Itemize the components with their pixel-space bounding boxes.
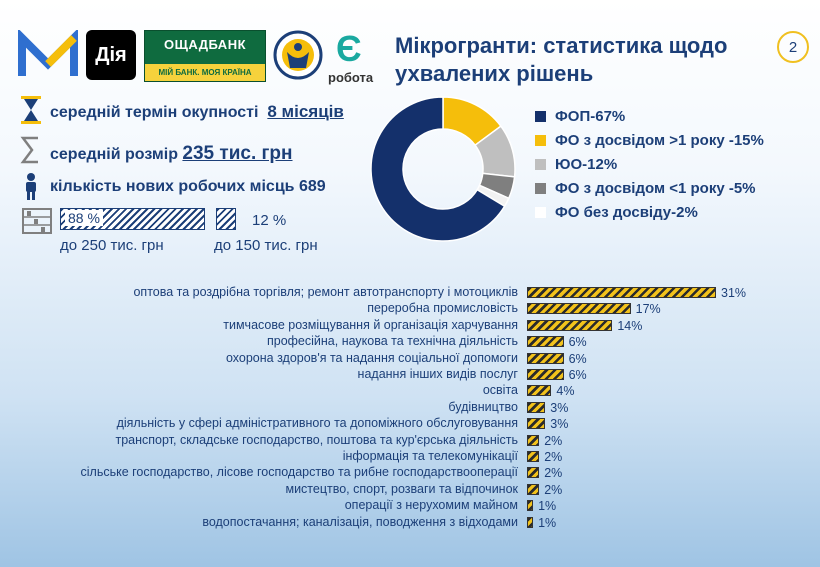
bar-category-label: професійна, наукова та технічна діяльніс… — [266, 334, 518, 349]
bar — [527, 352, 564, 364]
legend-item: ФОП-67% — [535, 108, 625, 125]
page-title: Мікрогранти: статистика щодо ухвалених р… — [395, 32, 765, 88]
bar-value-label: 2% — [544, 482, 563, 497]
bar — [527, 319, 613, 331]
legend-label: ФОП-67% — [555, 108, 626, 125]
legend-swatch — [535, 135, 546, 146]
bar-category-label: водопостачання; каналізація, поводження … — [202, 514, 518, 529]
bar — [527, 418, 546, 430]
bar — [527, 483, 540, 495]
oschadbank-name: ОЩАДБАНК — [163, 37, 247, 52]
bar-value-label: 3% — [550, 400, 569, 415]
legend-swatch — [535, 207, 546, 218]
bar-value-label: 14% — [617, 318, 643, 333]
legend-swatch — [535, 111, 546, 122]
share-small-caption: до 150 тис. грн — [214, 237, 318, 254]
bar — [527, 336, 564, 348]
share-large-caption: до 250 тис. грн — [60, 237, 164, 254]
bar — [527, 303, 631, 315]
bar-category-label: діяльність у сфері адміністративного та … — [116, 416, 518, 431]
bar-value-label: 6% — [568, 335, 587, 350]
bar-category-label: тимчасове розміщування й організація хар… — [223, 317, 518, 332]
abacus-icon — [22, 208, 52, 234]
employment-service-seal-icon — [273, 30, 323, 80]
bar-category-label: сільське господарство, лісове господарст… — [80, 465, 518, 480]
bar-category-label: охорона здоров'я та надання соціальної д… — [225, 350, 518, 365]
legend-item: ЮО-12% — [535, 156, 617, 173]
oschadbank-logo: ОЩАДБАНК МІЙ БАНК. МОЯ КРАЇНА — [144, 30, 266, 82]
bar-category-label: будівництво — [448, 399, 518, 414]
legend-label: ФО з досвідом >1 року -15% — [555, 132, 764, 149]
bar-value-label: 6% — [568, 368, 587, 382]
m-logo-icon — [18, 30, 78, 76]
bar-value-label: 1% — [538, 515, 557, 530]
title-line-2: ухвалених рішень — [395, 61, 594, 86]
bar-category-label: надання інших видів послуг — [357, 367, 518, 381]
bar-category-label: мистецтво, спорт, розваги та відпочинок — [285, 481, 518, 496]
sigma-icon — [20, 136, 38, 164]
average-size-value: 235 тис. грн — [182, 143, 293, 164]
hourglass-icon — [21, 96, 41, 124]
new-jobs-stat: кількість нових робочих місць 689 — [50, 178, 326, 195]
bar — [527, 451, 540, 462]
legend-item: ФО без досвіду-2% — [535, 204, 698, 221]
legend-swatch — [535, 183, 546, 194]
legend-label: ЮО-12% — [555, 156, 618, 173]
payback-label: середній термін окупності — [50, 104, 259, 121]
bar-value-label: 4% — [556, 384, 575, 399]
bar — [527, 401, 546, 413]
bar-category-label: освіта — [482, 383, 518, 398]
bar — [527, 385, 552, 397]
bar-value-label: 2% — [544, 450, 563, 464]
bar — [527, 369, 564, 380]
legend-item: ФО з досвідом <1 року -5% — [535, 180, 756, 197]
legend-item: ФО з досвідом >1 року -15% — [535, 132, 764, 149]
robota-logo-word: робота — [328, 70, 374, 85]
bar-category-label: переробна промисловість — [367, 301, 518, 316]
bar-value-label: 3% — [550, 417, 569, 432]
bar — [527, 516, 534, 528]
bar-value-label: 2% — [544, 466, 563, 481]
oschadbank-slogan: МІЙ БАНК. МОЯ КРАЇНА — [145, 64, 265, 81]
share-small-bar — [216, 208, 236, 230]
share-small-pct: 12 % — [252, 212, 287, 229]
average-size-stat: середній розмір 235 тис. грн — [50, 143, 293, 165]
payback-stat: середній термін окупності 8 місяців — [50, 102, 344, 122]
bar-value-label: 1% — [538, 499, 557, 514]
legal-form-donut-chart — [370, 96, 516, 242]
legend-swatch — [535, 159, 546, 170]
person-icon — [26, 173, 36, 200]
bar-value-label: 31% — [721, 286, 747, 300]
page-number: 2 — [777, 31, 809, 63]
bar — [527, 500, 534, 512]
bar-value-label: 17% — [635, 302, 661, 317]
share-large-pct: 88 % — [65, 210, 103, 226]
robota-logo: Є робота — [328, 28, 378, 86]
bar — [527, 434, 540, 446]
diya-logo: Дія — [86, 30, 136, 80]
bar-category-label: операції з нерухомим майном — [344, 498, 518, 513]
average-size-label: середній розмір — [50, 146, 178, 163]
share-large-bar: 88 % — [60, 208, 205, 230]
legend-label: ФО з досвідом <1 року -5% — [555, 180, 756, 197]
legend-label: ФО без досвіду-2% — [555, 204, 698, 221]
bar-category-label: транспорт, складське господарство, пошто… — [115, 432, 518, 447]
bar — [527, 467, 540, 479]
bar-category-label: оптова та роздрібна торгівля; ремонт авт… — [133, 285, 518, 299]
payback-value: 8 місяців — [267, 102, 344, 121]
diya-logo-text: Дія — [95, 43, 127, 66]
bar — [527, 287, 716, 298]
bar-value-label: 2% — [544, 433, 563, 448]
bar-category-label: інформація та телекомунікації — [342, 449, 518, 463]
title-line-1: Мікрогранти: статистика щодо — [395, 33, 728, 58]
bar-value-label: 6% — [568, 351, 587, 366]
robota-logo-mark: Є — [336, 28, 362, 69]
donut-slice — [370, 96, 506, 242]
